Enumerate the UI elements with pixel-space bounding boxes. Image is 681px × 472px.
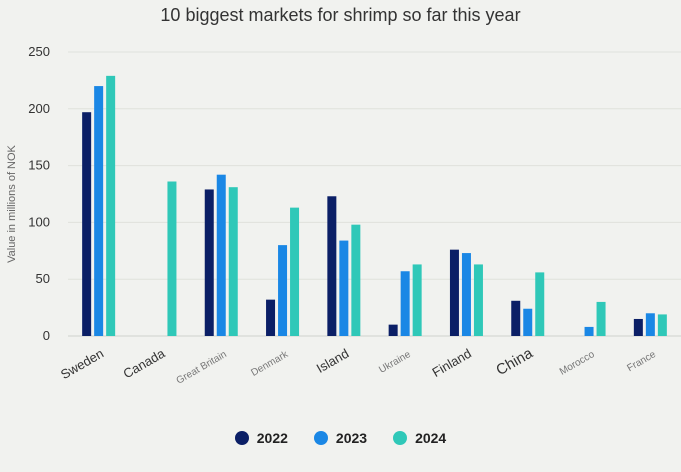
legend-item-2022[interactable]: 2022: [234, 430, 288, 446]
bar-great-britain-2024: [228, 187, 238, 336]
legend-item-2024[interactable]: 2024: [393, 430, 446, 446]
bar-denmark-2022: [266, 299, 276, 336]
bar-morocco-2024: [596, 301, 606, 336]
bar-sweden-2024: [106, 75, 116, 336]
legend-item-2023[interactable]: 2023: [313, 430, 368, 446]
legend-dot-icon: [234, 431, 249, 445]
legend-label: 2024: [415, 430, 447, 446]
bar-finland-2023: [461, 253, 471, 336]
x-tick-label: France: [625, 349, 658, 374]
x-tick-label: Canada: [121, 345, 169, 381]
y-tick-label: 250: [28, 44, 50, 59]
y-tick-label: 50: [36, 271, 50, 286]
bar-ukraine-2024: [412, 264, 422, 336]
bar-great-britain-2022: [204, 189, 214, 336]
y-tick-label: 100: [28, 214, 50, 229]
chart-legend: 2022 2023 2024: [0, 430, 681, 446]
x-tick-label: Great Britain: [175, 349, 229, 387]
bar-denmark-2024: [290, 207, 300, 336]
y-tick-label: 0: [43, 328, 50, 343]
bar-china-2022: [511, 300, 521, 336]
bar-island-2024: [351, 224, 361, 336]
legend-dot-icon: [393, 431, 408, 445]
legend-label: 2022: [256, 430, 288, 446]
bar-sweden-2022: [82, 112, 92, 336]
x-tick-label: China: [493, 344, 536, 379]
x-tick-label: Island: [314, 346, 352, 376]
x-tick-label: Finland: [430, 346, 474, 380]
bar-island-2022: [327, 196, 337, 336]
y-tick-label: 150: [28, 158, 50, 173]
chart-title: 10 biggest markets for shrimp so far thi…: [160, 5, 521, 25]
bar-ukraine-2022: [388, 324, 398, 336]
bar-canada-2024: [167, 181, 177, 336]
bar-morocco-2023: [584, 326, 594, 336]
bar-great-britain-2023: [216, 174, 226, 336]
x-tick-label: Morocco: [558, 349, 597, 378]
bar-island-2023: [339, 240, 349, 336]
bar-ukraine-2023: [400, 271, 410, 336]
bar-france-2022: [633, 318, 643, 336]
bar-china-2024: [535, 272, 545, 336]
bar-denmark-2023: [278, 245, 288, 336]
x-tick-label: Denmark: [249, 349, 290, 379]
bar-france-2023: [645, 313, 655, 336]
legend-label: 2023: [335, 430, 368, 446]
bar-china-2023: [523, 308, 533, 336]
bar-finland-2024: [473, 264, 483, 336]
bar-finland-2022: [449, 249, 459, 336]
y-tick-label: 200: [28, 101, 50, 116]
bar-sweden-2023: [94, 86, 104, 336]
legend-dot-icon: [313, 431, 328, 445]
x-tick-label: Ukraine: [377, 349, 413, 376]
y-axis-label: Value in millions of NOK: [6, 144, 18, 262]
bar-france-2024: [657, 314, 667, 336]
x-tick-label: Sweden: [58, 346, 106, 382]
